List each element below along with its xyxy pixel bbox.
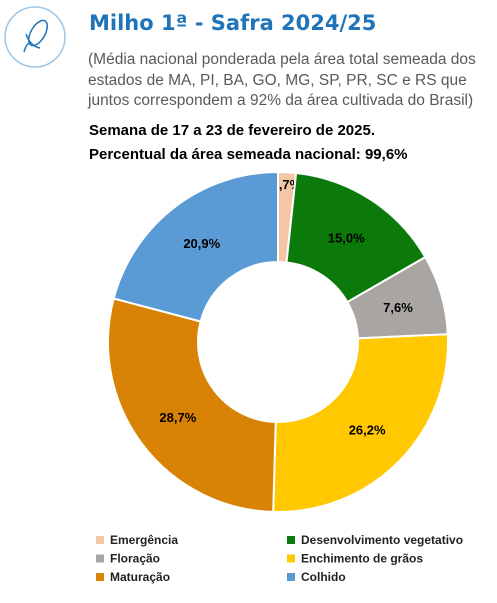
legend-swatch — [287, 573, 295, 581]
slice — [272, 333, 449, 513]
value-label: 20,9% — [183, 236, 220, 251]
title: Milho 1ª - Safra 2024/25 — [89, 11, 377, 35]
legend-swatch — [96, 573, 104, 581]
legend-label: Maturação — [110, 570, 170, 584]
subheading: Percentual da área semeada nacional: 99,… — [89, 146, 408, 163]
legend-swatch — [96, 536, 104, 544]
legend-swatch — [287, 536, 295, 544]
legend-label: Colhido — [301, 570, 346, 584]
value-label: 26,2% — [349, 423, 386, 438]
value-label: 15,0% — [328, 230, 365, 245]
slice — [112, 170, 279, 323]
legend-label: Enchimento de grãos — [301, 552, 423, 566]
icon — [4, 6, 66, 68]
heading: Semana de 17 a 23 de fevereiro de 2025. — [89, 122, 376, 139]
legend-label: Desenvolvimento vegetativo — [301, 533, 463, 547]
subtitle: (Média nacional ponderada pela área tota… — [88, 51, 476, 109]
legend-swatch — [96, 554, 104, 563]
legend-label: Floração — [110, 552, 160, 566]
legend-swatch — [287, 554, 295, 563]
value-label: 7,6% — [383, 300, 413, 315]
slice — [107, 297, 277, 513]
legend-label: Emergência — [110, 533, 178, 547]
value-label: 28,7% — [159, 410, 196, 425]
